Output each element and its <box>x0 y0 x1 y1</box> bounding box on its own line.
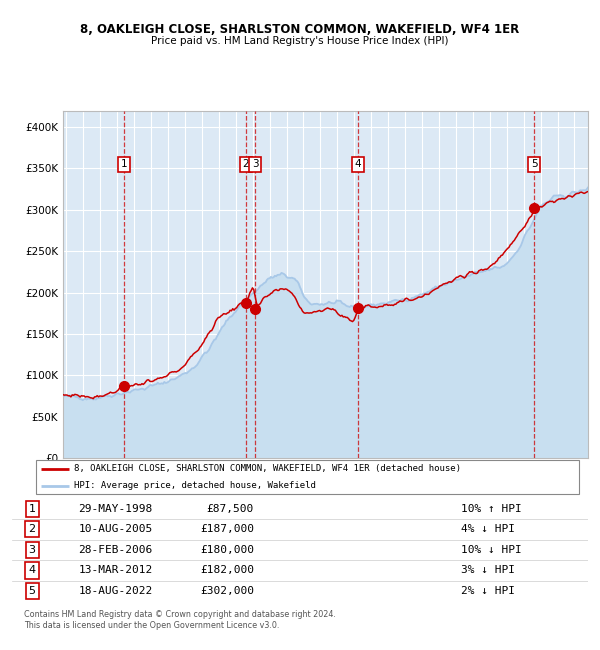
Text: 8, OAKLEIGH CLOSE, SHARLSTON COMMON, WAKEFIELD, WF4 1ER: 8, OAKLEIGH CLOSE, SHARLSTON COMMON, WAK… <box>80 23 520 36</box>
Text: Contains HM Land Registry data © Crown copyright and database right 2024.: Contains HM Land Registry data © Crown c… <box>24 610 336 619</box>
Text: 4: 4 <box>355 159 361 169</box>
Text: 3: 3 <box>29 545 35 555</box>
Text: 3: 3 <box>252 159 259 169</box>
Text: 28-FEB-2006: 28-FEB-2006 <box>78 545 152 555</box>
Text: 4% ↓ HPI: 4% ↓ HPI <box>461 525 515 534</box>
Text: 3% ↓ HPI: 3% ↓ HPI <box>461 566 515 575</box>
Text: £187,000: £187,000 <box>200 525 254 534</box>
Text: 2: 2 <box>29 525 36 534</box>
Text: 10-AUG-2005: 10-AUG-2005 <box>78 525 152 534</box>
Text: £180,000: £180,000 <box>200 545 254 555</box>
Text: 5: 5 <box>531 159 538 169</box>
Text: £182,000: £182,000 <box>200 566 254 575</box>
Text: 8, OAKLEIGH CLOSE, SHARLSTON COMMON, WAKEFIELD, WF4 1ER (detached house): 8, OAKLEIGH CLOSE, SHARLSTON COMMON, WAK… <box>74 464 461 473</box>
Text: 10% ↑ HPI: 10% ↑ HPI <box>461 504 522 514</box>
Text: 18-AUG-2022: 18-AUG-2022 <box>78 586 152 596</box>
Text: 29-MAY-1998: 29-MAY-1998 <box>78 504 152 514</box>
Text: 1: 1 <box>121 159 127 169</box>
FancyBboxPatch shape <box>36 460 579 495</box>
Text: 2: 2 <box>242 159 249 169</box>
Text: £87,500: £87,500 <box>206 504 254 514</box>
Text: £302,000: £302,000 <box>200 586 254 596</box>
Text: This data is licensed under the Open Government Licence v3.0.: This data is licensed under the Open Gov… <box>24 621 280 630</box>
Text: Price paid vs. HM Land Registry's House Price Index (HPI): Price paid vs. HM Land Registry's House … <box>151 36 449 46</box>
Text: 5: 5 <box>29 586 35 596</box>
Text: 1: 1 <box>29 504 35 514</box>
Text: 4: 4 <box>29 566 36 575</box>
Text: HPI: Average price, detached house, Wakefield: HPI: Average price, detached house, Wake… <box>74 482 316 491</box>
Text: 13-MAR-2012: 13-MAR-2012 <box>78 566 152 575</box>
Text: 2% ↓ HPI: 2% ↓ HPI <box>461 586 515 596</box>
Text: 10% ↓ HPI: 10% ↓ HPI <box>461 545 522 555</box>
